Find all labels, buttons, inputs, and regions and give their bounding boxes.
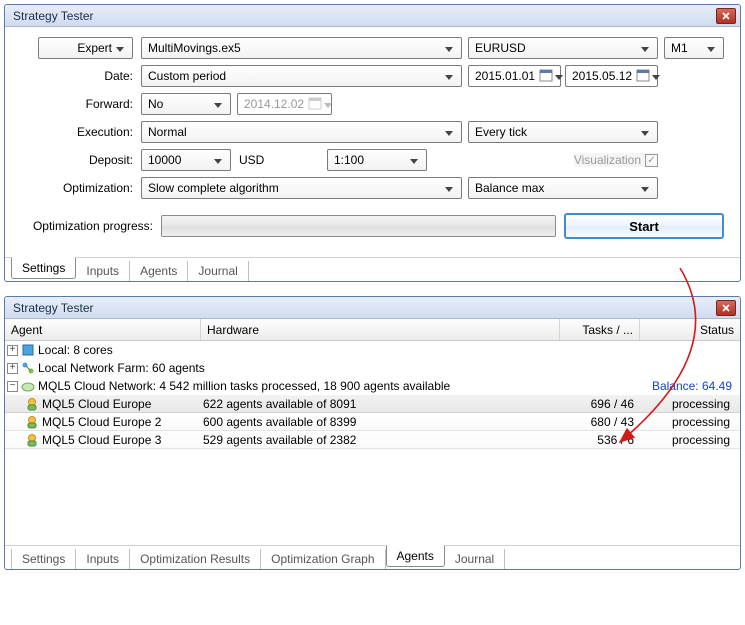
agent-row[interactable]: MQL5 Cloud Europe 2600 agents available … (5, 413, 740, 431)
chevron-down-icon (703, 41, 719, 55)
agents-grid-header: Agent Hardware Tasks / ... Status (5, 319, 740, 341)
tabs-settings-window: SettingsInputsAgentsJournal (5, 257, 740, 281)
progress-bar (161, 215, 556, 237)
chevron-down-icon (441, 69, 457, 83)
chevron-down-icon (441, 41, 457, 55)
date-label: Date: (21, 69, 141, 83)
tab-inputs[interactable]: Inputs (76, 261, 130, 281)
tab-agents[interactable]: Agents (130, 261, 188, 281)
deposit-value-select[interactable]: 10000 (141, 149, 231, 171)
chevron-down-icon (406, 153, 422, 167)
chevron-down-icon (555, 69, 563, 83)
chevron-down-icon (441, 181, 457, 195)
settings-panel: Expert MultiMovings.ex5 EURUSD M1 Date: … (5, 27, 740, 251)
agents-tree-farm[interactable]: + Local Network Farm: 60 agents (5, 359, 740, 377)
close-icon (722, 12, 730, 20)
window-title: Strategy Tester (13, 301, 716, 315)
expand-icon[interactable]: + (7, 363, 18, 374)
tab-journal[interactable]: Journal (445, 549, 505, 569)
close-icon (722, 304, 730, 312)
symbol-select[interactable]: EURUSD (468, 37, 658, 59)
network-icon (21, 361, 35, 375)
agent-icon (25, 397, 39, 411)
start-button[interactable]: Start (564, 213, 724, 239)
visualization-checkbox: Visualization ✓ (574, 153, 658, 167)
col-tasks[interactable]: Tasks / ... (560, 319, 640, 340)
optimization-label: Optimization: (21, 181, 141, 195)
progress-label: Optimization progress: (21, 219, 161, 233)
tab-optimization-results[interactable]: Optimization Results (130, 549, 261, 569)
mode-select[interactable]: Expert (38, 37, 133, 59)
col-status[interactable]: Status (640, 319, 740, 340)
calendar-icon (636, 68, 650, 85)
calendar-icon (308, 96, 322, 113)
tab-inputs[interactable]: Inputs (76, 549, 130, 569)
chevron-down-icon (637, 125, 653, 139)
forward-label: Forward: (21, 97, 141, 111)
date-to-field[interactable]: 2015.05.12 (565, 65, 658, 87)
agent-row[interactable]: MQL5 Cloud Europe 3529 agents available … (5, 431, 740, 449)
chevron-down-icon (210, 153, 226, 167)
calendar-icon (539, 68, 553, 85)
close-button[interactable] (716, 8, 736, 24)
titlebar: Strategy Tester (5, 5, 740, 27)
agent-icon (25, 415, 39, 429)
chevron-down-icon (637, 41, 653, 55)
chevron-down-icon (112, 41, 128, 55)
date-from-field[interactable]: 2015.01.01 (468, 65, 561, 87)
leverage-select[interactable]: 1:100 (327, 149, 427, 171)
agents-tree-local[interactable]: + Local: 8 cores (5, 341, 740, 359)
chevron-down-icon (324, 97, 332, 111)
execution-label: Execution: (21, 125, 141, 139)
close-button[interactable] (716, 300, 736, 316)
window-title: Strategy Tester (13, 9, 716, 23)
expand-icon[interactable]: + (7, 345, 18, 356)
forward-mode-select[interactable]: No (141, 93, 231, 115)
chevron-down-icon (637, 181, 653, 195)
col-hardware[interactable]: Hardware (201, 319, 560, 340)
tabs-agents-window: SettingsInputsOptimization ResultsOptimi… (5, 545, 740, 569)
col-agent[interactable]: Agent (5, 319, 201, 340)
collapse-icon[interactable]: − (7, 381, 18, 392)
ea-file-select[interactable]: MultiMovings.ex5 (141, 37, 462, 59)
checkmark-icon: ✓ (645, 154, 658, 167)
deposit-label: Deposit: (21, 153, 141, 167)
balance-link[interactable]: Balance: 64.49 (652, 379, 740, 393)
cloud-icon (21, 379, 35, 393)
strategy-tester-window-settings: Strategy Tester Expert MultiMovings.ex5 … (4, 4, 741, 282)
agent-icon (25, 433, 39, 447)
agent-row[interactable]: MQL5 Cloud Europe622 agents available of… (5, 395, 740, 413)
chevron-down-icon (210, 97, 226, 111)
tab-settings[interactable]: Settings (11, 257, 76, 279)
agents-grid-body: + Local: 8 cores + Local Network Farm: 6… (5, 341, 740, 539)
strategy-tester-window-agents: Strategy Tester Agent Hardware Tasks / .… (4, 296, 741, 570)
chevron-down-icon (652, 69, 660, 83)
execution-select[interactable]: Normal (141, 121, 462, 143)
timeframe-select[interactable]: M1 (664, 37, 724, 59)
chevron-down-icon (441, 125, 457, 139)
optimization-mode-select[interactable]: Slow complete algorithm (141, 177, 462, 199)
tab-settings[interactable]: Settings (11, 549, 76, 569)
date-mode-select[interactable]: Custom period (141, 65, 462, 87)
titlebar: Strategy Tester (5, 297, 740, 319)
tab-optimization-graph[interactable]: Optimization Graph (261, 549, 385, 569)
optimization-criterion-select[interactable]: Balance max (468, 177, 658, 199)
agents-tree-cloud[interactable]: − MQL5 Cloud Network: 4 542 million task… (5, 377, 740, 395)
cpu-icon (21, 343, 35, 357)
forward-date-field: 2014.12.02 (237, 93, 332, 115)
deposit-currency-label: USD (237, 153, 327, 167)
model-select[interactable]: Every tick (468, 121, 658, 143)
tab-agents[interactable]: Agents (386, 545, 445, 567)
tab-journal[interactable]: Journal (188, 261, 248, 281)
